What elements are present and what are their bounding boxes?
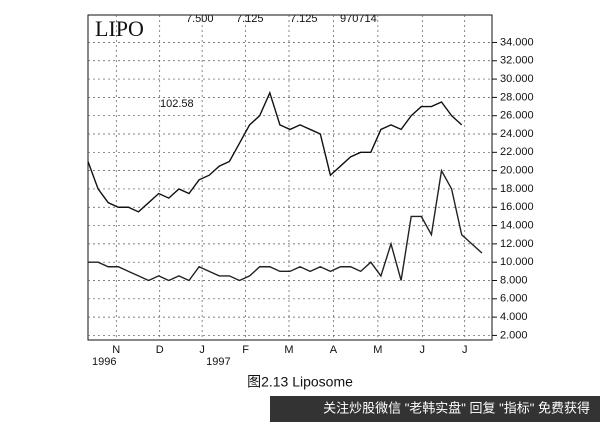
x-tick-label: J	[420, 344, 426, 356]
y-tick-label: 14.000	[500, 219, 534, 231]
y-tick-label: 2.000	[500, 329, 528, 341]
x-tick-label: F	[242, 344, 249, 356]
annotation: 7.125	[290, 13, 318, 25]
annotation: 7.500	[186, 13, 214, 25]
y-tick-label: 28.000	[500, 91, 534, 103]
y-tick-label: 24.000	[500, 128, 534, 140]
x-tick-label: J	[462, 344, 468, 356]
x-tick-label: M	[284, 344, 293, 356]
annotation: 970714	[340, 13, 377, 25]
x-tick-label: M	[373, 344, 382, 356]
plot-frame	[87, 14, 493, 341]
y-tick-label: 12.000	[500, 238, 534, 250]
y-tick-label: 26.000	[500, 110, 534, 122]
y-tick-label: 4.000	[500, 311, 528, 323]
y-tick-label: 8.000	[500, 274, 528, 286]
y-tick-label: 10.000	[500, 256, 534, 268]
series-line	[88, 168, 483, 282]
y-tick-label: 6.000	[500, 293, 528, 305]
year-label: 1996	[92, 356, 116, 368]
watermark-bar	[270, 396, 600, 422]
series-line	[87, 90, 463, 213]
y-tick-label: 22.000	[500, 146, 534, 158]
annotation: 7.125	[236, 13, 264, 25]
x-tick-label: A	[330, 344, 338, 356]
title-box	[90, 17, 152, 41]
y-tick-label: 18.000	[500, 183, 534, 195]
caption: 图2.13 Liposome	[247, 374, 353, 390]
y-tick-label: 34.000	[500, 36, 534, 48]
x-tick-label: J	[199, 344, 205, 356]
watermark: 关注炒股微信 "老韩实盘" 回复 "指标" 免费获得	[323, 400, 590, 415]
y-tick-label: 32.000	[500, 55, 534, 67]
year-label: 1997	[206, 356, 230, 368]
y-tick-label: 30.000	[500, 73, 534, 85]
y-tick-label: 20.000	[500, 165, 534, 177]
chart-title: LIPO	[95, 16, 144, 41]
annotation: 102.58	[160, 98, 194, 110]
x-tick-label: N	[112, 344, 120, 356]
x-tick-label: D	[156, 344, 164, 356]
y-tick-label: 16.000	[500, 201, 534, 213]
